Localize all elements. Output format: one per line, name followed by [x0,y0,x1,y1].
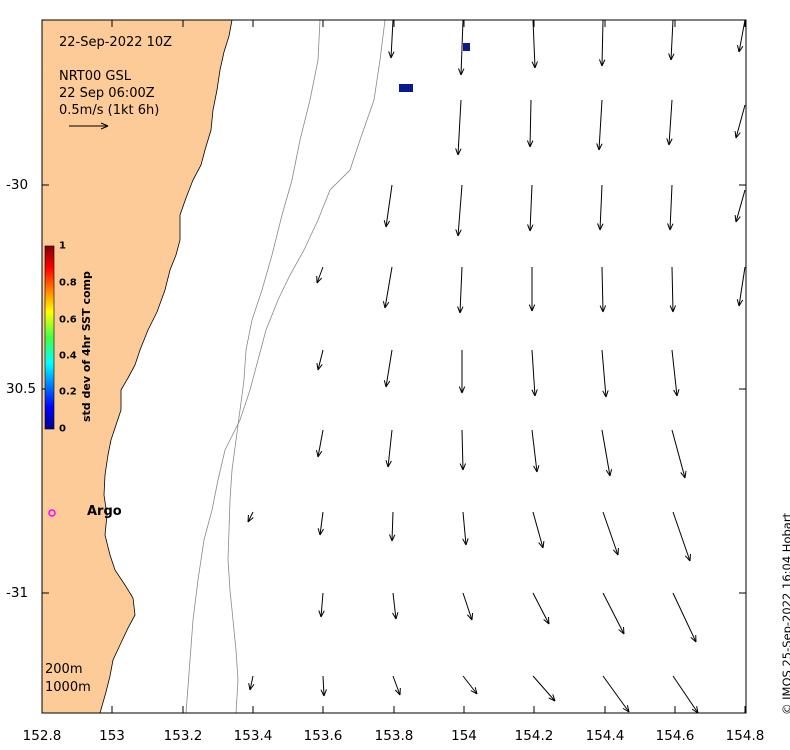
current-vectors [247,19,746,714]
current-vector [317,511,324,536]
argo-float-marker [48,509,56,517]
current-vector [392,675,401,696]
current-vector [458,350,466,394]
current-vector [597,184,604,231]
current-vector [318,592,325,618]
current-vector [382,266,393,309]
current-vector [455,184,463,237]
scale-label: 0.5m/s (1kt 6h) [59,103,160,118]
current-vector [672,511,691,562]
current-vector [532,511,545,549]
x-tick-label: 153.2 [163,728,203,744]
current-vector [672,675,699,714]
sst-cell [463,43,470,51]
current-vector [598,19,606,67]
credit-line: © IMOS 25-Sep-2022 16:04 Hobart [780,512,790,715]
current-vector [320,675,327,697]
current-vector [455,99,462,156]
current-vector [734,189,746,223]
product-name: NRT00 GSL [59,69,131,84]
argo-label: Argo [87,504,122,519]
current-vector [668,19,675,61]
current-vector [601,429,613,477]
current-vector [528,267,536,312]
current-vector [602,675,630,713]
current-vector [383,184,393,228]
current-vector [316,266,324,284]
colorbar-tick: 0.4 [59,350,77,362]
current-vector [737,19,746,53]
x-tick-label: 153.8 [374,728,414,744]
sst-cell [399,84,413,92]
current-vector [383,349,393,388]
current-vector [527,184,534,232]
isobath-1000m [185,19,386,714]
current-vector [462,511,469,546]
current-vector [669,266,677,313]
contour-label-1000m: 1000m [45,680,91,695]
current-vector [385,429,393,468]
current-vector [666,99,673,146]
current-vector [532,592,550,625]
y-tick-label: 30.5 [6,381,37,397]
colorbar-tick: 0.2 [59,386,77,398]
current-vector [596,99,603,151]
x-tick-label: 153.6 [303,728,343,744]
current-vector [671,429,687,479]
current-vector [599,266,607,313]
current-vector [458,19,465,76]
scale-arrow [69,122,109,130]
y-tick-label: -31 [6,585,29,601]
valid-time: 22 Sep 06:00Z [59,86,155,101]
current-vector [457,266,464,314]
colorbar-tick: 0.6 [59,314,77,326]
current-vector [602,592,625,635]
colorbar-title: std dev of 4hr SST comp [80,271,93,422]
current-vector [531,349,538,397]
x-tick-label: 154.4 [585,728,625,744]
x-tick-label: 153.4 [233,728,273,744]
colorbar-tick: 1 [59,240,66,252]
current-vector [667,184,674,231]
current-vector [247,511,254,523]
colorbar [44,245,55,430]
coastline-land [41,19,233,714]
current-vector [734,104,746,139]
x-tick-label: 154.2 [514,728,554,744]
current-vector [601,349,609,398]
current-vector [736,266,746,307]
current-vector [316,429,324,458]
contour-label-200m: 200m [45,662,83,677]
map-info-block: 22-Sep-2022 10Z NRT00 GSL 22 Sep 06:00Z … [59,34,172,119]
x-tick-label: 154 [451,728,477,744]
x-tick-label: 154.6 [655,728,695,744]
current-vector [316,349,324,371]
current-vector [671,349,680,397]
current-vector [248,675,255,691]
x-tick-label: 154.8 [725,728,765,744]
current-vector [532,675,556,702]
colorbar-tick: 0 [59,423,66,435]
y-tick-label: -30 [6,177,29,193]
current-vector [389,511,396,542]
current-vector [462,675,478,695]
current-vector [462,592,474,621]
current-vector [392,592,399,620]
map-timestamp: 22-Sep-2022 10Z [59,35,173,50]
current-vector [531,19,538,69]
current-vector [459,429,467,471]
current-vector [672,592,697,643]
x-tick-label: 152.8 [22,728,62,744]
current-vector [388,19,395,59]
x-tick-label: 153 [99,728,125,744]
colorbar-tick: 0.8 [59,277,77,289]
current-vector [602,511,619,556]
current-vector [531,429,540,473]
current-vector [526,99,534,148]
isobath-200m [227,19,321,714]
